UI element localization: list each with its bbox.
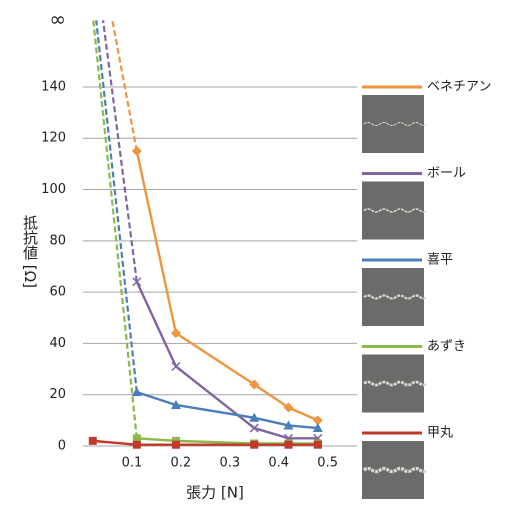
- y-tick-label: 120: [41, 131, 66, 146]
- asymptote-line: [96, 20, 137, 392]
- series-line: [137, 151, 318, 420]
- y-tick-label: 100: [41, 182, 66, 197]
- y-tick-label: ∞: [49, 7, 66, 31]
- x-tick-label: 0.4: [268, 456, 289, 471]
- asymptote-line: [93, 20, 137, 438]
- y-tick-label: 40: [49, 336, 66, 351]
- y-tick-label: 20: [49, 387, 66, 402]
- legend-label: ボール: [427, 166, 466, 181]
- y-tick-label: 0: [58, 439, 66, 454]
- marker: [250, 441, 258, 449]
- marker: [89, 437, 97, 445]
- y-axis-label: 抵抗値 [Ω]: [21, 215, 39, 288]
- legend-label: 喜平: [427, 253, 453, 268]
- x-tick-label: 0.1: [122, 456, 143, 471]
- marker: [285, 441, 293, 449]
- x-tick-label: 0.2: [171, 456, 192, 471]
- x-tick-label: 0.5: [317, 456, 338, 471]
- y-tick-label: 60: [49, 285, 66, 300]
- marker: [132, 146, 142, 156]
- marker: [133, 441, 141, 449]
- x-tick-label: 0.3: [219, 456, 240, 471]
- legend-label: ベネチアン: [427, 80, 491, 95]
- legend-label: あずき: [427, 339, 466, 354]
- marker: [132, 387, 142, 396]
- marker: [172, 441, 180, 449]
- legend-label: 甲丸: [427, 426, 453, 441]
- y-tick-label: 80: [49, 233, 66, 248]
- chart: 張力 [N] 抵抗値 [Ω] 0 20 40 60 80 100 120 140 ∞ 0.1 0.2…: [0, 0, 507, 507]
- y-tick-label: 140: [41, 79, 66, 94]
- marker: [314, 441, 322, 449]
- series-line: [137, 282, 318, 438]
- asymptote-line: [112, 20, 136, 151]
- x-axis-label: 張力 [N]: [186, 484, 244, 502]
